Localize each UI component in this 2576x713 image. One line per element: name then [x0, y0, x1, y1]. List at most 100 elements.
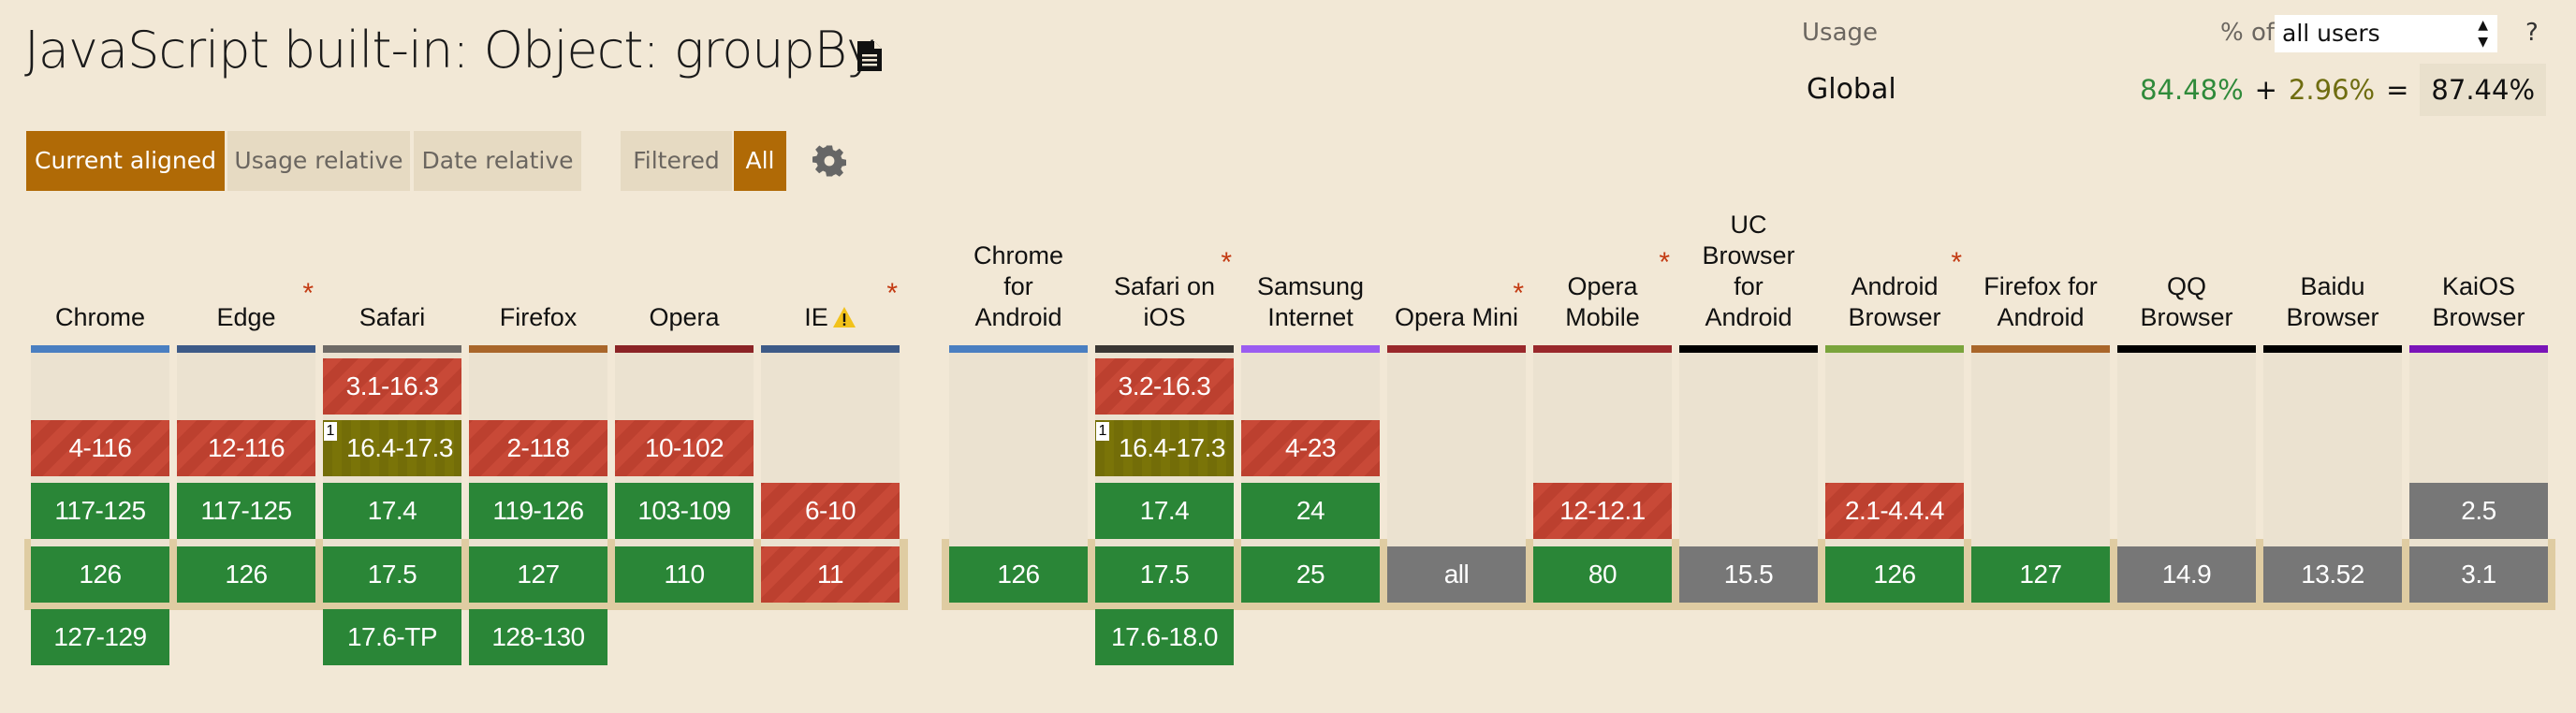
warning-icon: [828, 303, 856, 331]
version-cell[interactable]: 24: [1241, 483, 1380, 539]
footnote-badge[interactable]: 1: [324, 422, 337, 441]
version-cell[interactable]: 17.4: [1095, 483, 1234, 539]
usage-label: Usage: [1802, 19, 1879, 47]
usage-total: 87.44%: [2420, 64, 2546, 116]
current-row-band-desktop: [24, 539, 908, 610]
browser-name: Edge: [216, 303, 276, 331]
version-cell[interactable]: 12-116: [177, 420, 315, 476]
gear-icon[interactable]: [812, 144, 846, 178]
version-cell[interactable]: 17.6-18.0: [1095, 609, 1234, 665]
version-cell[interactable]: 13.52: [2263, 546, 2402, 603]
footnote-badge[interactable]: 1: [1096, 422, 1109, 441]
version-cell[interactable]: 128-130: [469, 609, 607, 665]
version-cell[interactable]: 126: [949, 546, 1088, 603]
asterisk-note-icon[interactable]: *: [886, 278, 898, 309]
browser-color-bar: [469, 345, 607, 353]
browser-header-opera-mini: Opera Mini *: [1387, 280, 1526, 333]
version-cell[interactable]: 127-129: [31, 609, 169, 665]
version-cell[interactable]: 3.1: [2409, 546, 2548, 603]
browser-name: Samsung Internet: [1256, 272, 1365, 331]
version-cell[interactable]: 12-12.1: [1533, 483, 1672, 539]
version-cell[interactable]: 110: [615, 546, 754, 603]
asterisk-note-icon[interactable]: *: [1951, 247, 1962, 278]
version-cell[interactable]: 25: [1241, 546, 1380, 603]
version-cell[interactable]: 126: [177, 546, 315, 603]
usage-summary: 84.48% + 2.96% = 87.44%: [2140, 64, 2546, 116]
version-cell[interactable]: 3.2-16.3: [1095, 358, 1234, 415]
version-cell[interactable]: 126: [31, 546, 169, 603]
version-cell[interactable]: 127: [469, 546, 607, 603]
help-link[interactable]: ?: [2525, 19, 2539, 47]
usage-partial-support: 2.96%: [2288, 74, 2376, 106]
browser-color-bar: [2263, 345, 2402, 353]
asterisk-note-icon[interactable]: *: [1513, 278, 1524, 309]
asterisk-note-icon[interactable]: *: [302, 278, 314, 309]
version-cell[interactable]: 119-126: [469, 483, 607, 539]
version-range: 3.2-16.3: [1118, 371, 1211, 400]
browser-header-chrome: Chrome: [31, 302, 169, 333]
version-cell[interactable]: 117-125: [177, 483, 315, 539]
browser-header-baidu-browser: Baidu Browser: [2263, 271, 2402, 333]
version-cell[interactable]: 127: [1971, 546, 2110, 603]
all-button[interactable]: All: [734, 131, 786, 191]
version-range: 17.5: [367, 560, 417, 589]
usage-relative-button[interactable]: Usage relative: [227, 131, 410, 191]
version-cell[interactable]: 3.1-16.3: [323, 358, 461, 415]
browser-name: Opera Mobile: [1565, 272, 1640, 331]
version-cell[interactable]: 17.4: [323, 483, 461, 539]
browser-color-bar: [1533, 345, 1672, 353]
browser-color-bar: [615, 345, 754, 353]
version-cell[interactable]: 103-109: [615, 483, 754, 539]
plus-sign: +: [2254, 74, 2277, 106]
version-cell[interactable]: 11: [761, 546, 900, 603]
browser-color-bar: [323, 345, 461, 353]
version-cell[interactable]: 15.5: [1679, 546, 1818, 603]
browser-name: Chrome for Android: [973, 241, 1064, 331]
browser-color-bar: [177, 345, 315, 353]
date-relative-button[interactable]: Date relative: [414, 131, 581, 191]
browser-color-bar: [1679, 345, 1818, 353]
version-cell[interactable]: 80: [1533, 546, 1672, 603]
version-cell[interactable]: 2.1-4.4.4: [1825, 483, 1964, 539]
document-icon[interactable]: [857, 41, 882, 71]
version-range: all: [1443, 560, 1470, 589]
version-range: 14.9: [2161, 560, 2212, 589]
asterisk-note-icon[interactable]: *: [1659, 247, 1670, 278]
browser-name: Safari on iOS: [1113, 272, 1216, 331]
current-aligned-button[interactable]: Current aligned: [26, 131, 225, 191]
browser-header-samsung-internet: Samsung Internet: [1241, 271, 1380, 333]
version-range: 110: [664, 560, 705, 589]
browser-header-edge: Edge *: [177, 280, 315, 333]
version-range: 2.1-4.4.4: [1844, 496, 1945, 525]
user-scope-select[interactable]: all users ▲ ▼: [2275, 15, 2497, 52]
version-cell[interactable]: 17.5: [1095, 546, 1234, 603]
version-range: 4-116: [68, 433, 132, 462]
version-range: 16.4-17.3: [346, 433, 453, 462]
version-cell[interactable]: 17.5: [323, 546, 461, 603]
version-cell[interactable]: all: [1387, 546, 1526, 603]
asterisk-note-icon[interactable]: *: [1221, 247, 1232, 278]
browser-header-chrome-for-android: Chrome for Android: [949, 240, 1088, 333]
browser-name: QQ Browser: [2140, 272, 2233, 331]
browser-name: Safari: [359, 303, 426, 331]
version-cell[interactable]: 126: [1825, 546, 1964, 603]
browser-header-ie: IE *: [761, 280, 900, 333]
version-range: 12-12.1: [1559, 496, 1646, 525]
version-cell[interactable]: 2.5: [2409, 483, 2548, 539]
browser-color-bar: [1825, 345, 1964, 353]
filtered-button[interactable]: Filtered: [621, 131, 732, 191]
version-range: 24: [1295, 496, 1325, 525]
version-cell[interactable]: 16.4-17.3 1: [323, 420, 461, 476]
version-cell[interactable]: 117-125: [31, 483, 169, 539]
version-cell[interactable]: 16.4-17.3 1: [1095, 420, 1234, 476]
version-range: 117-125: [54, 496, 146, 525]
version-range: 17.6-18.0: [1111, 622, 1218, 651]
version-cell[interactable]: 14.9: [2117, 546, 2256, 603]
version-cell[interactable]: 10-102: [615, 420, 754, 476]
version-cell[interactable]: 17.6-TP: [323, 609, 461, 665]
version-cell[interactable]: 6-10: [761, 483, 900, 539]
version-cell[interactable]: 4-116: [31, 420, 169, 476]
version-cell[interactable]: 4-23: [1241, 420, 1380, 476]
version-range: 16.4-17.3: [1119, 433, 1225, 462]
version-cell[interactable]: 2-118: [469, 420, 607, 476]
